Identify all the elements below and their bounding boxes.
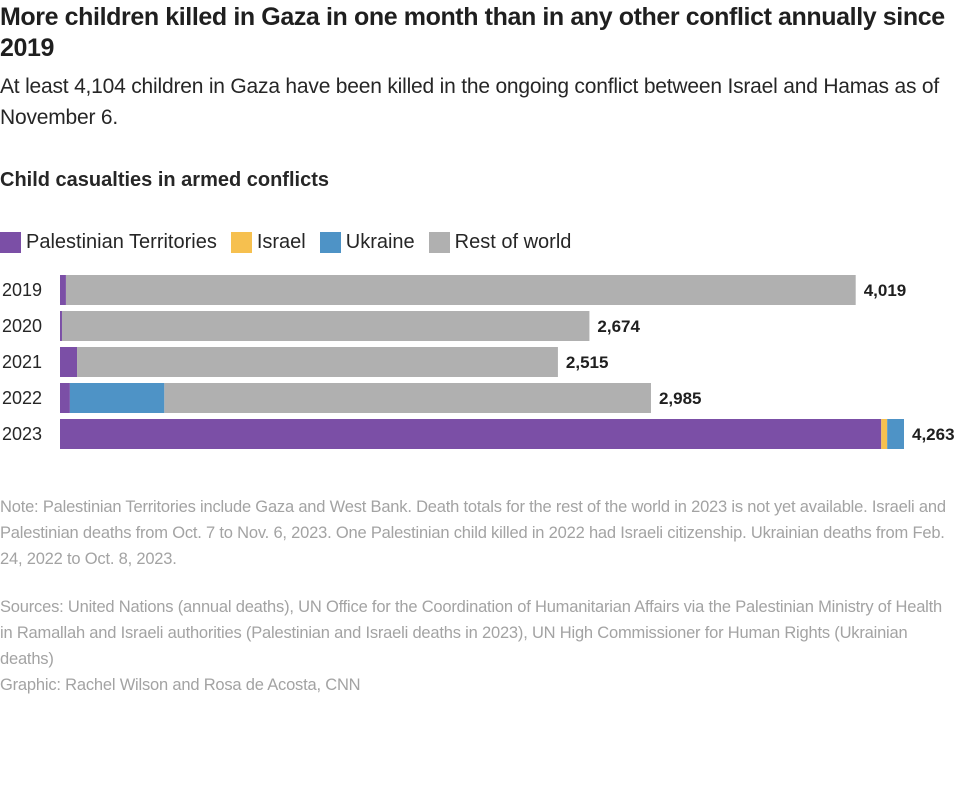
bar-row-2023: 2023 4,263	[2, 419, 955, 449]
chart-subheadline: At least 4,104 children in Gaza have bee…	[0, 75, 939, 129]
legend-label: Ukraine	[345, 230, 415, 253]
legend-swatch-ukraine	[319, 231, 341, 253]
bar-segment-rest-of-world	[65, 275, 856, 305]
chart-note: Note: Palestinian Territories include Ga…	[0, 498, 946, 568]
bar-segment-palestinian-territories	[60, 347, 78, 377]
y-tick-label: 2022	[2, 388, 42, 408]
bar-segment-rest-of-world	[164, 383, 651, 413]
bar-total-label: 2,674	[597, 317, 640, 336]
chart-sources-block: Sources: United Nations (annual deaths),…	[0, 594, 955, 698]
legend-swatch-palestinian-territories	[0, 231, 21, 253]
y-tick-label: 2019	[2, 280, 42, 300]
bar-row-2022: 2022 2,985	[2, 383, 702, 413]
chart-sources: Sources: United Nations (annual deaths),…	[0, 598, 942, 668]
legend-swatch-israel	[230, 231, 252, 253]
bar-segment-palestinian-territories	[60, 311, 62, 341]
legend-item-rest-of-world: Rest of world	[428, 230, 572, 254]
bar-row-2021: 2021 2,515	[2, 347, 608, 377]
chart-credit: Graphic: Rachel Wilson and Rosa de Acost…	[0, 676, 361, 694]
bar-segment-israel	[881, 419, 888, 449]
y-tick-label: 2020	[2, 316, 42, 336]
bar-row-2019: 2019 4,019	[2, 275, 906, 305]
bar-total-label: 4,019	[864, 281, 907, 300]
y-tick-label: 2023	[2, 424, 42, 444]
legend-item-ukraine: Ukraine	[319, 230, 415, 254]
bar-total-label: 4,263	[912, 425, 955, 444]
bar-row-2020: 2020 2,674	[2, 311, 640, 341]
bar-segment-ukraine	[887, 419, 904, 449]
bar-total-label: 2,515	[566, 353, 609, 372]
legend-swatch-rest-of-world	[428, 231, 450, 253]
legend-item-palestinian-territories: Palestinian Territories	[0, 231, 217, 254]
bar-segment-rest-of-world	[77, 347, 558, 377]
y-tick-label: 2021	[2, 352, 42, 372]
stacked-bar-chart: 2019 4,019 2020 2,674 2021 2,515 2022 2,985 2023…	[2, 275, 955, 449]
legend-item-israel: Israel	[230, 230, 306, 254]
bar-segment-rest-of-world	[61, 311, 590, 341]
bar-segment-palestinian-territories	[60, 275, 66, 305]
chart-title: Child casualties in armed conflicts	[0, 169, 329, 191]
bar-total-label: 2,985	[659, 389, 702, 408]
legend-label: Rest of world	[454, 230, 572, 253]
bar-segment-ukraine	[69, 383, 165, 413]
legend-label: Israel	[256, 230, 306, 253]
chart-legend: Palestinian Territories Israel Ukraine R…	[0, 229, 585, 255]
chart-headline: More children killed in Gaza in one mont…	[0, 3, 945, 62]
legend-label: Palestinian Territories	[26, 230, 217, 253]
bar-segment-palestinian-territories	[60, 383, 70, 413]
bar-segment-palestinian-territories	[60, 419, 882, 449]
